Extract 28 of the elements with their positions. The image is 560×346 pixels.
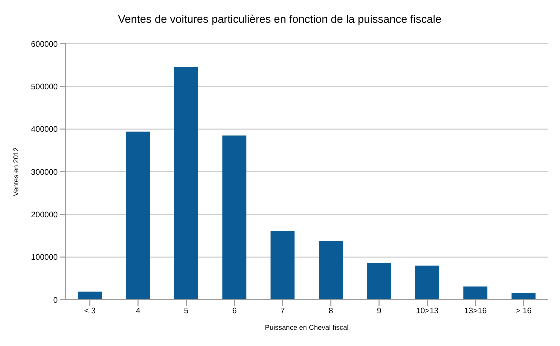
bar (512, 293, 536, 300)
y-tick-label: 100000 (31, 253, 59, 262)
bar (174, 67, 198, 300)
bar (367, 263, 392, 300)
x-tick-label: 4 (136, 306, 142, 316)
x-tick-label: < 3 (84, 306, 96, 316)
bar (464, 286, 488, 300)
bar (270, 231, 295, 300)
x-tick-label: 8 (328, 306, 334, 316)
bar (126, 132, 150, 300)
x-tick-label: 10>13 (416, 306, 440, 316)
y-tick-label: 400000 (31, 125, 59, 134)
x-tick-label: > 16 (516, 306, 532, 316)
x-tick-label: 13>16 (464, 306, 488, 316)
y-tick-label: 600000 (31, 40, 59, 49)
bar (319, 241, 343, 300)
chart-title: Ventes de voitures particulières en fonction de la puissance fiscale (117, 13, 443, 28)
bar (78, 292, 102, 300)
y-tick-label: 500000 (31, 82, 59, 92)
x-tick-label: 5 (184, 306, 190, 316)
x-tick-label: 7 (280, 306, 286, 316)
y-tick-label: 200000 (31, 210, 59, 220)
x-tick-label: 9 (377, 306, 382, 316)
bar (415, 266, 440, 300)
y-tick-label: 0 (54, 296, 59, 305)
x-tick-label: 6 (232, 306, 238, 316)
bar (222, 136, 247, 300)
y-tick-label: 300000 (31, 168, 59, 177)
